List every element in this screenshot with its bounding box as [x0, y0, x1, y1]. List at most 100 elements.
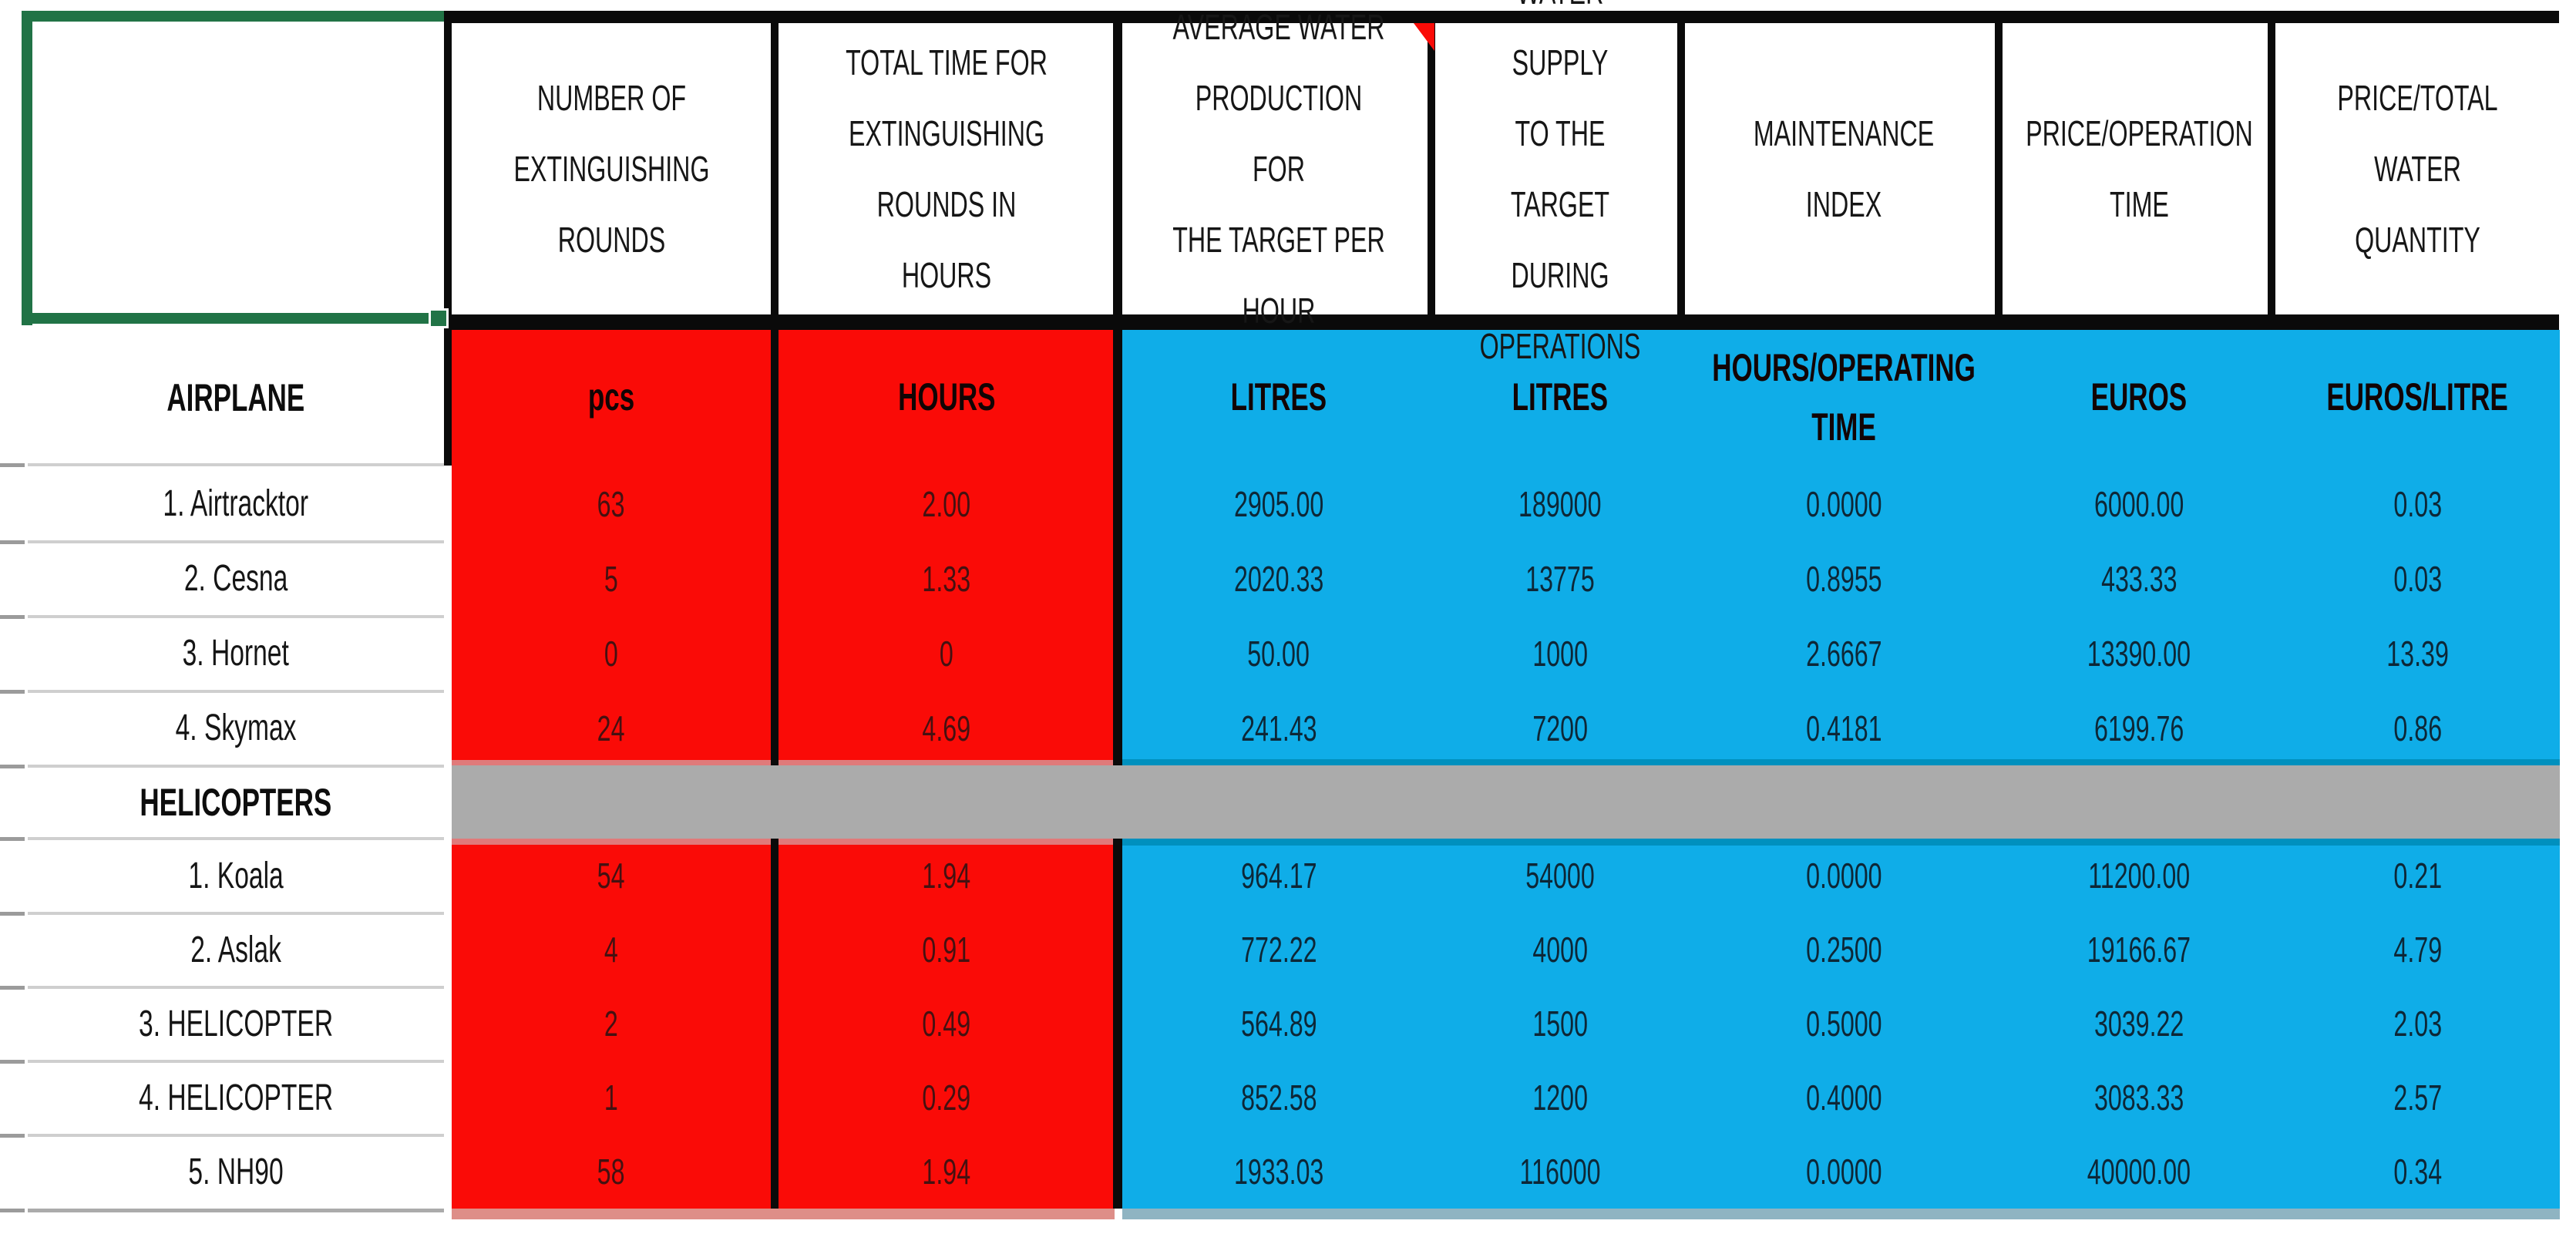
bottom-partial-red [452, 1209, 1115, 1219]
header-cell-price-water-quantity[interactable]: PRICE/TOTAL WATER QUANTITY [2337, 78, 2498, 260]
cell-helicopter3-price-time[interactable]: 3039.22 [2093, 1004, 2184, 1044]
section-label-helicopters[interactable]: HELICOPTERS [140, 780, 332, 824]
cell-cesna-supply[interactable]: 13775 [1525, 558, 1595, 599]
selected-cell-a1[interactable] [28, 23, 444, 314]
unit-cell-hours[interactable]: HOURS [897, 375, 996, 419]
cell-nh90-price-litre[interactable]: 0.34 [2393, 1152, 2442, 1192]
cell-hornet-supply[interactable]: 1000 [1532, 633, 1588, 674]
cell-koala-maintenance[interactable]: 0.0000 [1805, 856, 1882, 896]
cell-koala-production[interactable]: 964.17 [1240, 856, 1317, 896]
cell-helicopter3-maintenance[interactable]: 0.5000 [1805, 1004, 1882, 1044]
cell-helicopter3-supply[interactable]: 1500 [1532, 1004, 1588, 1044]
cell-skymax-rounds[interactable]: 24 [597, 708, 625, 748]
cell-airtracktor-price-time[interactable]: 6000.00 [2093, 483, 2184, 524]
cell-koala-price-time[interactable]: 11200.00 [2088, 856, 2190, 896]
cell-airtracktor-hours[interactable]: 2.00 [922, 483, 971, 524]
cell-helicopter4-supply[interactable]: 1200 [1532, 1078, 1588, 1118]
cell-airtracktor-production[interactable]: 2905.00 [1233, 483, 1324, 524]
selection-fill-handle[interactable] [429, 308, 449, 328]
cell-airtracktor-rounds[interactable]: 63 [597, 483, 625, 524]
unit-cell-litres-2[interactable]: LITRES [1512, 375, 1609, 419]
row-label-nh90[interactable]: 5. NH90 [188, 1151, 284, 1192]
unit-cell-pcs[interactable]: pcs [587, 375, 635, 419]
cell-skymax-hours[interactable]: 4.69 [922, 708, 971, 748]
header-cell-maintenance-index[interactable]: MAINTENANCE INDEX [1753, 113, 1935, 224]
header-cell-avg-water-production[interactable]: AVERAGE WATER PRODUCTION FOR THE TARGET … [1172, 7, 1385, 331]
cell-cesna-price-time[interactable]: 433.33 [2100, 558, 2177, 599]
row-label-airtracktor[interactable]: 1. Airtracktor [163, 483, 309, 524]
unit-cell-hours-operating-time[interactable]: HOURS/OPERATING TIME [1712, 345, 1976, 449]
cell-aslak-rounds[interactable]: 4 [604, 930, 618, 970]
cell-aslak-hours[interactable]: 0.91 [922, 930, 971, 970]
cell-skymax-supply[interactable]: 7200 [1532, 708, 1588, 748]
band-edge-top-red [452, 760, 1115, 766]
row-tick [0, 1134, 25, 1138]
cell-skymax-maintenance[interactable]: 0.4181 [1805, 708, 1882, 748]
row-label-cesna[interactable]: 2. Cesna [183, 558, 288, 599]
row-tick [0, 690, 25, 694]
cell-hornet-price-time[interactable]: 13390.00 [2087, 633, 2191, 674]
gridline [28, 1060, 444, 1063]
cell-nh90-rounds[interactable]: 58 [597, 1152, 625, 1192]
unit-cell-euros-litre[interactable]: EUROS/LITRE [2326, 375, 2509, 419]
cell-aslak-supply[interactable]: 4000 [1532, 930, 1588, 970]
cell-helicopter3-price-litre[interactable]: 2.03 [2393, 1004, 2442, 1044]
row-label-helicopter-4[interactable]: 4. HELICOPTER [138, 1077, 334, 1118]
gridline [28, 986, 444, 989]
cell-helicopter4-hours[interactable]: 0.29 [922, 1078, 971, 1118]
selection-border-left [22, 11, 32, 325]
section-label-airplane[interactable]: AIRPLANE [166, 376, 305, 419]
row-label-koala[interactable]: 1. Koala [188, 855, 284, 896]
cell-hornet-production[interactable]: 50.00 [1247, 633, 1310, 674]
row-label-skymax[interactable]: 4. Skymax [175, 708, 297, 748]
cell-aslak-maintenance[interactable]: 0.2500 [1805, 930, 1882, 970]
border-v-col2-lower [1113, 839, 1122, 1209]
cell-helicopter4-production[interactable]: 852.58 [1240, 1078, 1317, 1118]
cell-helicopter4-rounds[interactable]: 1 [604, 1078, 618, 1118]
header-cell-number-of-rounds[interactable]: NUMBER OF EXTINGUISHING ROUNDS [513, 78, 710, 260]
unit-cell-litres-1[interactable]: LITRES [1230, 375, 1327, 419]
row-label-helicopter-3[interactable]: 3. HELICOPTER [138, 1003, 334, 1044]
cell-airtracktor-price-litre[interactable]: 0.03 [2393, 483, 2442, 524]
cell-skymax-price-litre[interactable]: 0.86 [2393, 708, 2442, 748]
cell-skymax-price-time[interactable]: 6199.76 [2093, 708, 2184, 748]
cell-helicopter3-production[interactable]: 564.89 [1240, 1004, 1317, 1044]
cell-airtracktor-supply[interactable]: 189000 [1518, 483, 1602, 524]
cell-cesna-hours[interactable]: 1.33 [922, 558, 971, 599]
cell-nh90-maintenance[interactable]: 0.0000 [1805, 1152, 1882, 1192]
cell-cesna-rounds[interactable]: 5 [604, 558, 618, 599]
cell-koala-supply[interactable]: 54000 [1525, 856, 1595, 896]
unit-cell-euros[interactable]: EUROS [2090, 375, 2188, 419]
cell-hornet-hours[interactable]: 0 [940, 633, 953, 674]
row-label-hornet[interactable]: 3. Hornet [182, 633, 290, 674]
cell-koala-rounds[interactable]: 54 [597, 856, 625, 896]
cell-airtracktor-maintenance[interactable]: 0.0000 [1805, 483, 1882, 524]
header-cell-total-time[interactable]: TOTAL TIME FOR EXTINGUISHING ROUNDS IN H… [846, 42, 1048, 295]
cell-koala-price-litre[interactable]: 0.21 [2393, 856, 2442, 896]
cell-nh90-hours[interactable]: 1.94 [922, 1152, 971, 1192]
cell-hornet-price-litre[interactable]: 13.39 [2386, 633, 2449, 674]
cell-helicopter4-price-litre[interactable]: 2.57 [2393, 1078, 2442, 1118]
cell-helicopter4-maintenance[interactable]: 0.4000 [1805, 1078, 1882, 1118]
cell-koala-hours[interactable]: 1.94 [922, 856, 971, 896]
selection-border-top [22, 11, 444, 22]
cell-skymax-production[interactable]: 241.43 [1240, 708, 1317, 748]
row-label-aslak[interactable]: 2. Aslak [190, 929, 281, 970]
cell-hornet-maintenance[interactable]: 2.6667 [1805, 633, 1882, 674]
cell-cesna-maintenance[interactable]: 0.8955 [1805, 558, 1882, 599]
cell-aslak-production[interactable]: 772.22 [1240, 930, 1317, 970]
cell-helicopter3-rounds[interactable]: 2 [604, 1004, 618, 1044]
header-cell-price-operation-time[interactable]: PRICE/OPERATION TIME [2025, 113, 2253, 224]
cell-helicopter4-price-time[interactable]: 3083.33 [2093, 1078, 2184, 1118]
cell-nh90-production[interactable]: 1933.03 [1233, 1152, 1324, 1192]
header-cell-water-supply[interactable]: WATER SUPPLY TO THE TARGET DURING OPERAT… [1479, 0, 1641, 366]
cell-nh90-supply[interactable]: 116000 [1519, 1152, 1601, 1192]
cell-aslak-price-litre[interactable]: 4.79 [2393, 930, 2442, 970]
separator-band[interactable] [452, 765, 2560, 839]
cell-cesna-price-litre[interactable]: 0.03 [2393, 558, 2442, 599]
cell-cesna-production[interactable]: 2020.33 [1233, 558, 1324, 599]
cell-aslak-price-time[interactable]: 19166.67 [2087, 930, 2191, 970]
cell-helicopter3-hours[interactable]: 0.49 [922, 1004, 971, 1044]
cell-nh90-price-time[interactable]: 40000.00 [2087, 1152, 2191, 1192]
cell-hornet-rounds[interactable]: 0 [604, 633, 618, 674]
